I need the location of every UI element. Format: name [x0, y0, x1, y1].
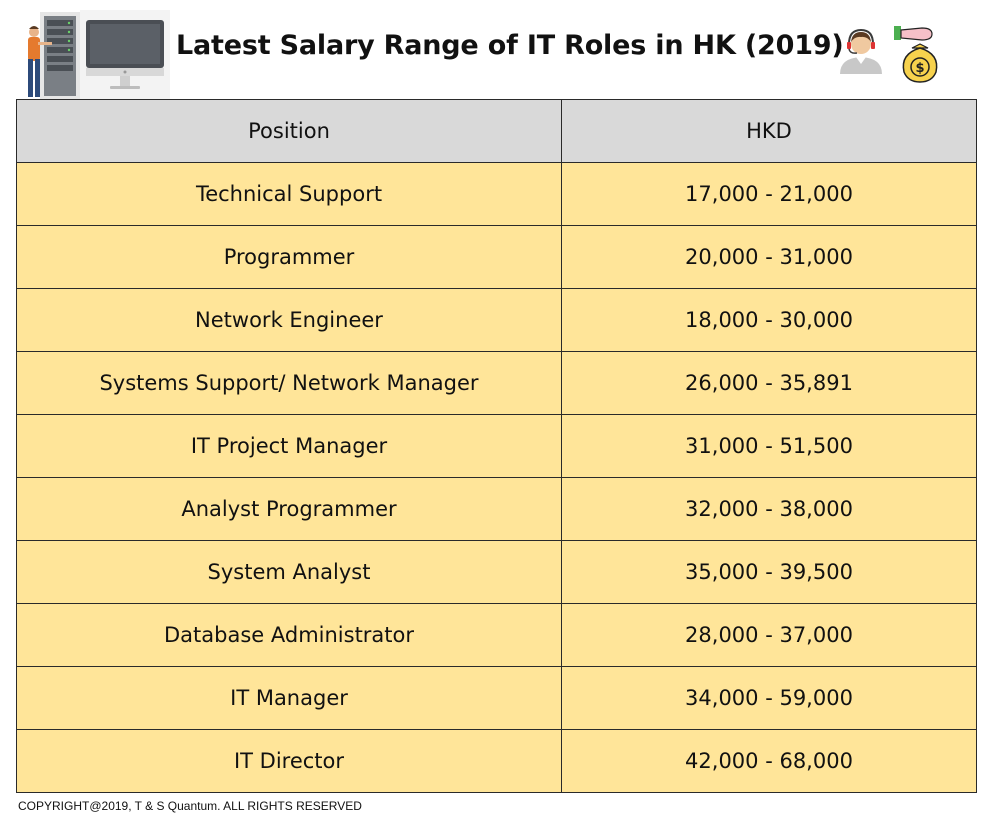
salary-cell: 20,000 - 31,000: [561, 225, 977, 289]
position-cell: Analyst Programmer: [16, 477, 562, 541]
table-row: Analyst Programmer 32,000 - 38,000: [16, 477, 977, 541]
table-row: Programmer 20,000 - 31,000: [16, 225, 977, 289]
salary-cell: 42,000 - 68,000: [561, 729, 977, 793]
table-row: System Analyst 35,000 - 39,500: [16, 540, 977, 604]
position-cell: Technical Support: [16, 162, 562, 226]
salary-cell: 34,000 - 59,000: [561, 666, 977, 730]
position-cell: Systems Support/ Network Manager: [16, 351, 562, 415]
table-header-row: Position HKD: [16, 99, 977, 163]
table-row: IT Manager 34,000 - 59,000: [16, 666, 977, 730]
position-cell: IT Project Manager: [16, 414, 562, 478]
salary-cell: 28,000 - 37,000: [561, 603, 977, 667]
position-cell: Network Engineer: [16, 288, 562, 352]
headset-agent-icon: [840, 28, 882, 74]
table-row: IT Director 42,000 - 68,000: [16, 729, 977, 793]
page-header: Latest Salary Range of IT Roles in HK (2…: [0, 0, 994, 100]
server-technician-icon: [28, 12, 80, 100]
column-header-hkd: HKD: [561, 99, 977, 163]
salary-cell: 18,000 - 30,000: [561, 288, 977, 352]
position-cell: Database Administrator: [16, 603, 562, 667]
position-cell: System Analyst: [16, 540, 562, 604]
table-row: Database Administrator 28,000 - 37,000: [16, 603, 977, 667]
table-row: Systems Support/ Network Manager 26,000 …: [16, 351, 977, 415]
page-title: Latest Salary Range of IT Roles in HK (2…: [176, 30, 844, 61]
table-row: IT Project Manager 31,000 - 51,500: [16, 414, 977, 478]
salary-cell: 26,000 - 35,891: [561, 351, 977, 415]
column-header-position: Position: [16, 99, 562, 163]
position-cell: Programmer: [16, 225, 562, 289]
salary-cell: 35,000 - 39,500: [561, 540, 977, 604]
monitor-icon: [80, 10, 170, 100]
salary-cell: 17,000 - 21,000: [561, 162, 977, 226]
salary-cell: 32,000 - 38,000: [561, 477, 977, 541]
copyright-notice: COPYRIGHT@2019, T & S Quantum. ALL RIGHT…: [18, 799, 362, 813]
money-bag-icon: $: [894, 26, 938, 83]
table-row: Technical Support 17,000 - 21,000: [16, 162, 977, 226]
salary-table: Position HKD Technical Support 17,000 - …: [16, 99, 977, 793]
svg-text:$: $: [915, 61, 924, 76]
table-row: Network Engineer 18,000 - 30,000: [16, 288, 977, 352]
salary-cell: 31,000 - 51,500: [561, 414, 977, 478]
position-cell: IT Director: [16, 729, 562, 793]
position-cell: IT Manager: [16, 666, 562, 730]
